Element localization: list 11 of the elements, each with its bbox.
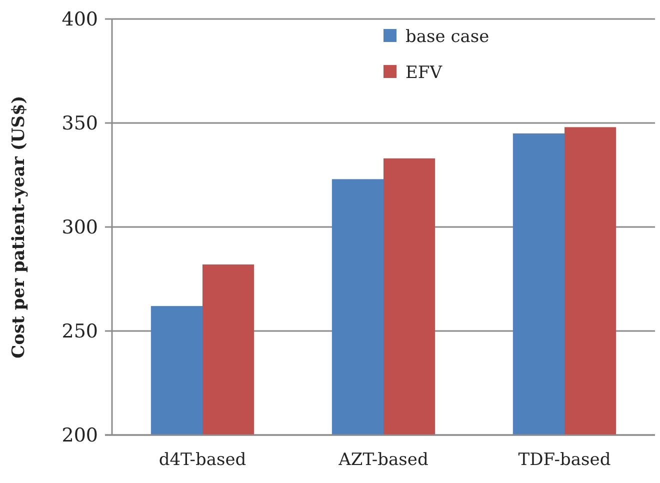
x-tick-label: AZT-based xyxy=(338,450,428,470)
y-tick-label: 400 xyxy=(62,8,98,31)
y-tick-label: 300 xyxy=(62,216,98,239)
legend-label: EFV xyxy=(406,62,443,83)
y-tick-label: 350 xyxy=(62,112,98,135)
x-tick-label: d4T-based xyxy=(158,450,246,470)
y-tick-label: 250 xyxy=(62,320,98,343)
legend-label: base case xyxy=(406,26,490,47)
y-axis-title: Cost per patient-year (US$) xyxy=(9,96,29,358)
y-tick-label: 200 xyxy=(62,424,98,447)
x-tick-label: TDF-based xyxy=(518,450,611,470)
